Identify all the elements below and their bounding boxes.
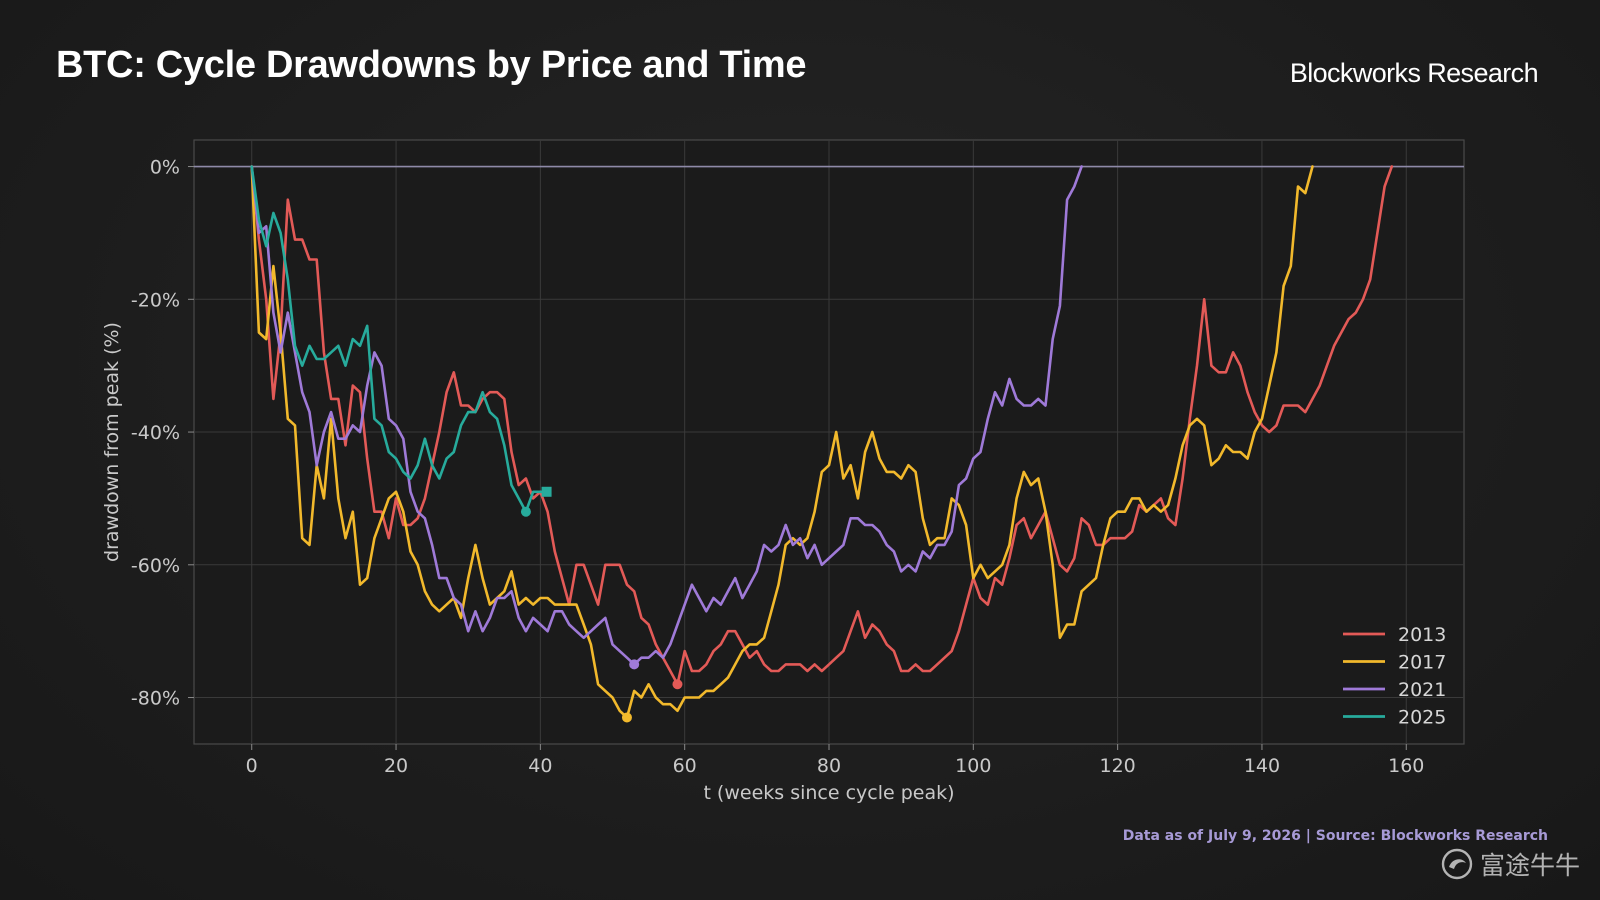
x-tick-label: 40 (528, 755, 552, 777)
x-tick-label: 60 (673, 755, 697, 777)
y-tick-label: -60% (131, 555, 180, 577)
series-lines (250, 165, 1394, 719)
y-tick-label: -80% (131, 688, 180, 710)
y-axis-label: drawdown from peak (%) (101, 322, 123, 562)
x-tick-label: 100 (955, 755, 991, 777)
gridlines (194, 140, 1464, 744)
x-tick-label: 140 (1244, 755, 1280, 777)
legend-label-2025: 2025 (1398, 707, 1446, 729)
source-note: Data as of July 9, 2026 | Source: Blockw… (1122, 828, 1548, 844)
x-tick-label: 160 (1388, 755, 1424, 777)
legend: 2013 2017 2021 2025 (1343, 624, 1446, 729)
series-line-2021 (250, 165, 1083, 666)
x-axis-ticks: 0 20 40 60 80 100 120 140 160 (246, 744, 1424, 777)
legend-label-2017: 2017 (1398, 652, 1446, 674)
futu-logo-icon (1441, 848, 1473, 880)
watermark-text: 富途牛牛 (1479, 851, 1580, 880)
legend-label-2013: 2013 (1398, 624, 1446, 646)
series-line-2013 (250, 165, 1394, 686)
y-axis-ticks: 0% -20% -40% -60% -80% (131, 157, 194, 710)
trough-markers (520, 486, 683, 723)
y-tick-label: -40% (131, 422, 180, 444)
chart-title: BTC: Cycle Drawdowns by Price and Time (56, 44, 807, 86)
trough-marker-2013 (672, 679, 683, 690)
watermark: 富途牛牛 (1440, 846, 1580, 882)
trough-marker-2021 (629, 659, 640, 670)
brand-logo-text: Blockworks Research (1289, 58, 1539, 88)
trough-marker-2017 (621, 712, 632, 723)
series-line-2017 (250, 165, 1314, 719)
x-tick-label: 120 (1100, 755, 1136, 777)
y-tick-label: -20% (131, 289, 180, 311)
legend-label-2021: 2021 (1398, 679, 1446, 701)
x-tick-label: 0 (246, 755, 258, 777)
x-axis-label: t (weeks since cycle peak) (703, 782, 954, 804)
current-marker-2025 (541, 486, 552, 497)
x-tick-label: 20 (384, 755, 408, 777)
x-tick-label: 80 (817, 755, 841, 777)
y-tick-label: 0% (150, 157, 180, 179)
trough-marker-2025 (520, 506, 531, 517)
series-line-2025 (250, 165, 549, 513)
